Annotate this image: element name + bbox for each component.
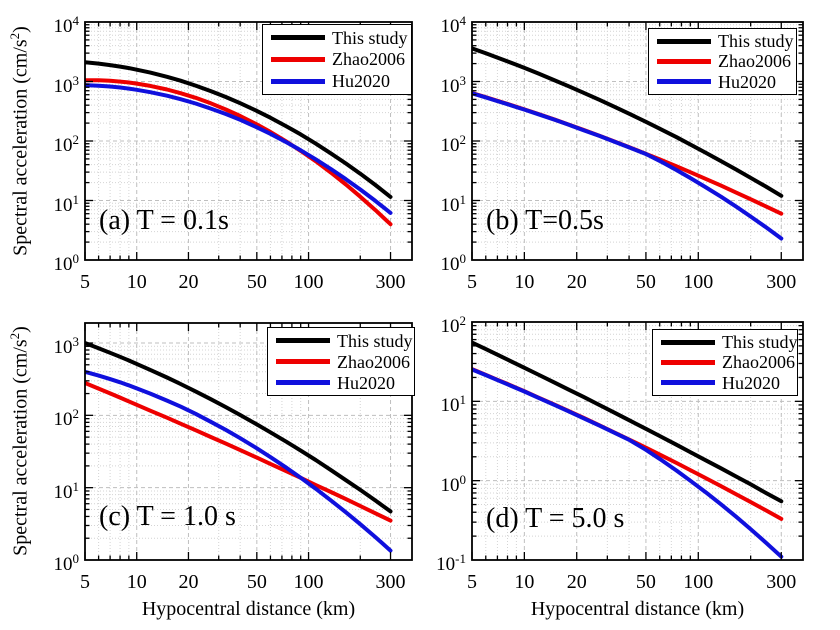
series-line-zhao2006 bbox=[85, 78, 393, 227]
plot-border bbox=[471, 321, 804, 561]
series-line-hu2020 bbox=[85, 83, 393, 215]
series-line-this-study bbox=[472, 46, 784, 198]
series-group bbox=[472, 46, 784, 241]
series-line-this-study bbox=[85, 341, 393, 514]
panel-d bbox=[471, 321, 804, 561]
series-line-hu2020 bbox=[85, 369, 393, 553]
series-group bbox=[472, 340, 784, 559]
series-group bbox=[85, 60, 393, 227]
series-line-zhao2006 bbox=[472, 367, 784, 521]
series-group bbox=[85, 341, 393, 553]
plot-border bbox=[471, 21, 804, 261]
series-line-this-study bbox=[472, 340, 784, 504]
series-line-this-study bbox=[85, 60, 393, 199]
plot-border bbox=[84, 21, 413, 261]
panel-a bbox=[84, 21, 413, 261]
panel-c bbox=[84, 322, 413, 561]
plot-border bbox=[84, 322, 413, 561]
series-line-hu2020 bbox=[472, 91, 784, 241]
series-line-zhao2006 bbox=[85, 381, 393, 523]
panel-b bbox=[471, 21, 804, 261]
series-line-hu2020 bbox=[472, 367, 784, 559]
